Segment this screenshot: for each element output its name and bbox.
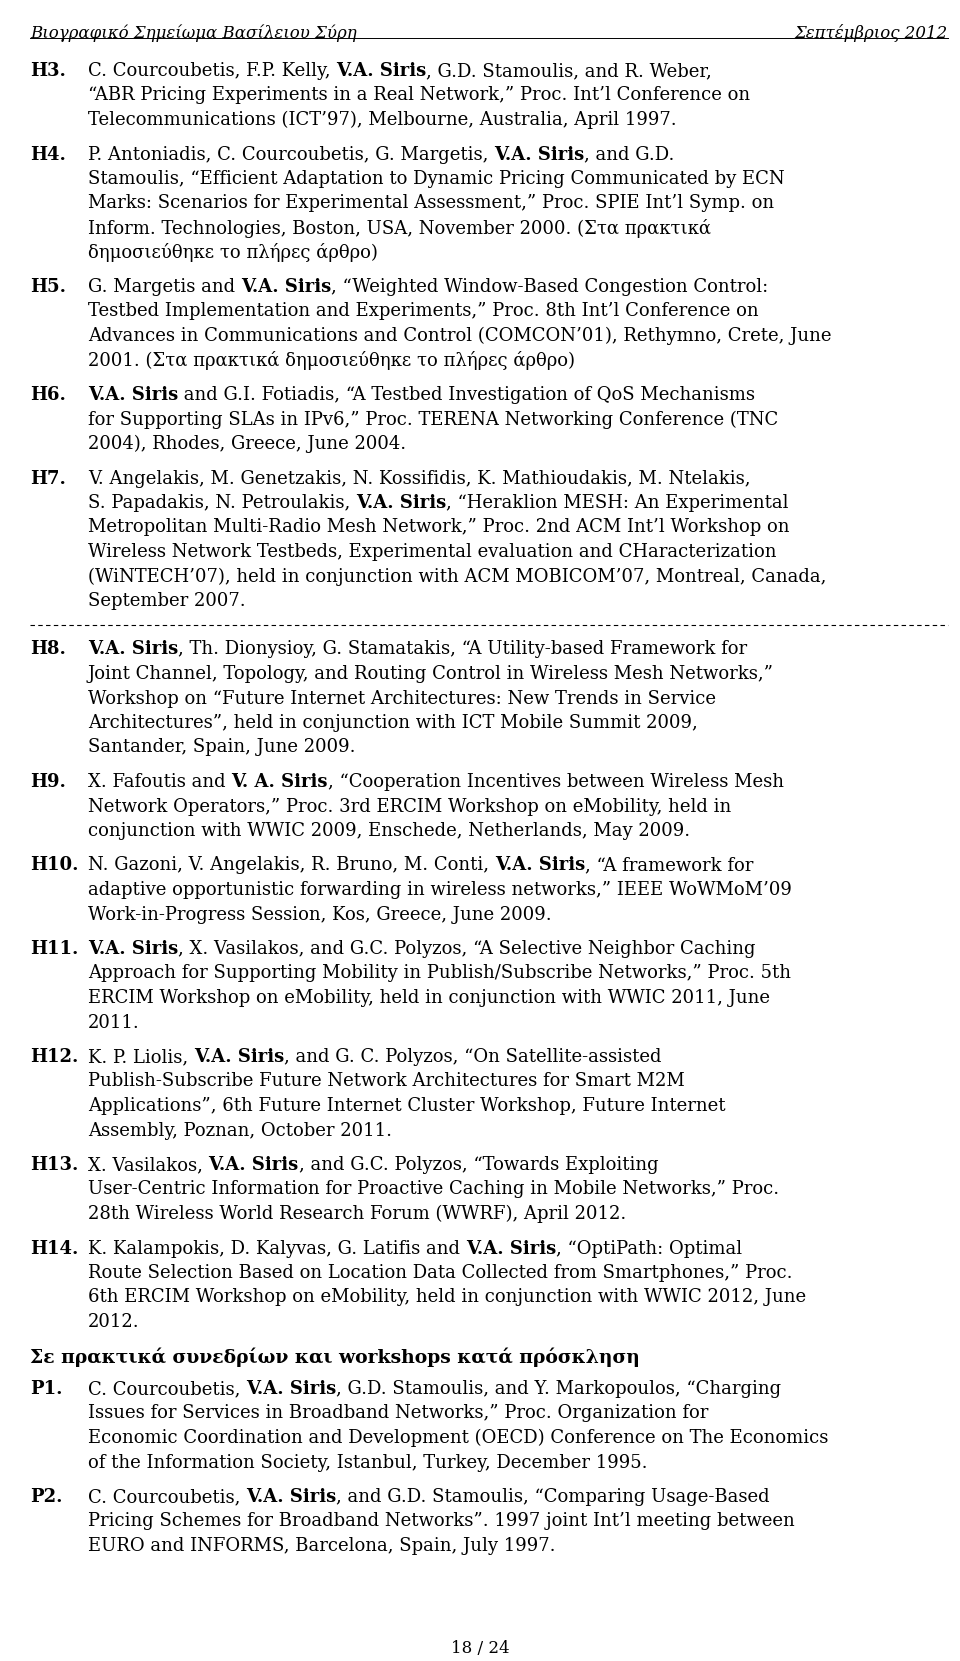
Text: Inform. Technologies, Boston, USA, November 2000. (Στα πρακτικά: Inform. Technologies, Boston, USA, Novem… [88, 219, 711, 238]
Text: N. Gazoni, V. Angelakis, R. Bruno, M. Conti,: N. Gazoni, V. Angelakis, R. Bruno, M. Co… [88, 857, 494, 874]
Text: 18 / 24: 18 / 24 [450, 1639, 510, 1658]
Text: , “OptiPath: Optimal: , “OptiPath: Optimal [556, 1239, 742, 1257]
Text: User-Centric Information for Proactive Caching in Mobile Networks,” Proc.: User-Centric Information for Proactive C… [88, 1181, 780, 1199]
Text: Βιογραφικό Σημείωμα Βασίλειου Σύρη: Βιογραφικό Σημείωμα Βασίλειου Σύρη [30, 23, 357, 42]
Text: Stamoulis, “Efficient Adaptation to Dynamic Pricing Communicated by ECN: Stamoulis, “Efficient Adaptation to Dyna… [88, 169, 784, 188]
Text: , and G. C. Polyzos, “On Satellite-assisted: , and G. C. Polyzos, “On Satellite-assis… [284, 1048, 661, 1066]
Text: V.A. Siris: V.A. Siris [494, 146, 585, 163]
Text: Santander, Spain, June 2009.: Santander, Spain, June 2009. [88, 739, 355, 756]
Text: , “A framework for: , “A framework for [585, 857, 754, 874]
Text: Approach for Supporting Mobility in Publish/Subscribe Networks,” Proc. 5th: Approach for Supporting Mobility in Publ… [88, 965, 791, 983]
Text: for Supporting SLAs in IPv6,” Proc. TERENA Networking Conference (TNC: for Supporting SLAs in IPv6,” Proc. TERE… [88, 410, 779, 429]
Text: V.A. Siris: V.A. Siris [88, 641, 179, 658]
Text: V.A. Siris: V.A. Siris [208, 1156, 299, 1174]
Text: , “Cooperation Incentives between Wireless Mesh: , “Cooperation Incentives between Wirele… [328, 772, 784, 791]
Text: Work-in-Progress Session, Kos, Greece, June 2009.: Work-in-Progress Session, Kos, Greece, J… [88, 905, 552, 924]
Text: P1.: P1. [30, 1380, 62, 1399]
Text: , and G.D.: , and G.D. [585, 146, 675, 163]
Text: δημοσιεύθηκε το πλήρες άρθρο): δημοσιεύθηκε το πλήρες άρθρο) [88, 244, 378, 262]
Text: Workshop on “Future Internet Architectures: New Trends in Service: Workshop on “Future Internet Architectur… [88, 689, 716, 708]
Text: H8.: H8. [30, 641, 66, 658]
Text: Publish-Subscribe Future Network Architectures for Smart M2M: Publish-Subscribe Future Network Archite… [88, 1073, 684, 1091]
Text: conjunction with WWIC 2009, Enschede, Netherlands, May 2009.: conjunction with WWIC 2009, Enschede, Ne… [88, 822, 690, 840]
Text: H9.: H9. [30, 772, 66, 791]
Text: , and G.C. Polyzos, “Towards Exploiting: , and G.C. Polyzos, “Towards Exploiting [299, 1156, 659, 1174]
Text: V.A. Siris: V.A. Siris [246, 1488, 336, 1507]
Text: V.A. Siris: V.A. Siris [466, 1239, 556, 1257]
Text: S. Papadakis, N. Petroulakis,: S. Papadakis, N. Petroulakis, [88, 493, 356, 512]
Text: C. Courcoubetis,: C. Courcoubetis, [88, 1488, 246, 1507]
Text: , G.D. Stamoulis, and Y. Markopoulos, “Charging: , G.D. Stamoulis, and Y. Markopoulos, “C… [336, 1380, 781, 1399]
Text: , G.D. Stamoulis, and R. Weber,: , G.D. Stamoulis, and R. Weber, [426, 61, 712, 80]
Text: ERCIM Workshop on eMobility, held in conjunction with WWIC 2011, June: ERCIM Workshop on eMobility, held in con… [88, 988, 770, 1007]
Text: 2011.: 2011. [88, 1013, 140, 1031]
Text: H6.: H6. [30, 385, 66, 404]
Text: P2.: P2. [30, 1488, 62, 1507]
Text: K. P. Liolis,: K. P. Liolis, [88, 1048, 194, 1066]
Text: Assembly, Poznan, October 2011.: Assembly, Poznan, October 2011. [88, 1121, 392, 1139]
Text: K. Kalampokis, D. Kalyvas, G. Latifis and: K. Kalampokis, D. Kalyvas, G. Latifis an… [88, 1239, 466, 1257]
Text: Joint Channel, Topology, and Routing Control in Wireless Mesh Networks,”: Joint Channel, Topology, and Routing Con… [88, 664, 774, 683]
Text: Network Operators,” Proc. 3rd ERCIM Workshop on eMobility, held in: Network Operators,” Proc. 3rd ERCIM Work… [88, 797, 732, 816]
Text: and G.I. Fotiadis, “A Testbed Investigation of QoS Mechanisms: and G.I. Fotiadis, “A Testbed Investigat… [179, 385, 756, 404]
Text: V.A. Siris: V.A. Siris [356, 493, 446, 512]
Text: H14.: H14. [30, 1239, 79, 1257]
Text: X. Vasilakos,: X. Vasilakos, [88, 1156, 208, 1174]
Text: 2012.: 2012. [88, 1312, 139, 1330]
Text: V. A. Siris: V. A. Siris [231, 772, 328, 791]
Text: V.A. Siris: V.A. Siris [494, 857, 585, 874]
Text: H5.: H5. [30, 277, 66, 296]
Text: Marks: Scenarios for Experimental Assessment,” Proc. SPIE Int’l Symp. on: Marks: Scenarios for Experimental Assess… [88, 194, 774, 213]
Text: Pricing Schemes for Broadband Networks”. 1997 joint Int’l meeting between: Pricing Schemes for Broadband Networks”.… [88, 1513, 795, 1530]
Text: , “Weighted Window-Based Congestion Control:: , “Weighted Window-Based Congestion Cont… [331, 277, 768, 296]
Text: P. Antoniadis, C. Courcoubetis, G. Margetis,: P. Antoniadis, C. Courcoubetis, G. Marge… [88, 146, 494, 163]
Text: (WiNTECH’07), held in conjunction with ACM MOBICOM’07, Montreal, Canada,: (WiNTECH’07), held in conjunction with A… [88, 568, 827, 586]
Text: H13.: H13. [30, 1156, 79, 1174]
Text: C. Courcoubetis,: C. Courcoubetis, [88, 1380, 246, 1399]
Text: H4.: H4. [30, 146, 66, 163]
Text: V.A. Siris: V.A. Siris [194, 1048, 284, 1066]
Text: Applications”, 6th Future Internet Cluster Workshop, Future Internet: Applications”, 6th Future Internet Clust… [88, 1096, 726, 1115]
Text: “ABR Pricing Experiments in a Real Network,” Proc. Int’l Conference on: “ABR Pricing Experiments in a Real Netwo… [88, 86, 750, 105]
Text: V.A. Siris: V.A. Siris [336, 61, 426, 80]
Text: Advances in Communications and Control (COMCON’01), Rethymno, Crete, June: Advances in Communications and Control (… [88, 327, 831, 345]
Text: adaptive opportunistic forwarding in wireless networks,” IEEE WoWMoM’09: adaptive opportunistic forwarding in wir… [88, 880, 792, 899]
Text: V. Angelakis, M. Genetzakis, N. Kossifidis, K. Mathioudakis, M. Ntelakis,: V. Angelakis, M. Genetzakis, N. Kossifid… [88, 470, 751, 487]
Text: Architectures”, held in conjunction with ICT Mobile Summit 2009,: Architectures”, held in conjunction with… [88, 714, 698, 733]
Text: , “Heraklion MESH: An Experimental: , “Heraklion MESH: An Experimental [446, 493, 789, 512]
Text: H12.: H12. [30, 1048, 79, 1066]
Text: V.A. Siris: V.A. Siris [88, 940, 179, 958]
Text: , and G.D. Stamoulis, “Comparing Usage-Based: , and G.D. Stamoulis, “Comparing Usage-B… [336, 1488, 770, 1507]
Text: Metropolitan Multi-Radio Mesh Network,” Proc. 2nd ACM Int’l Workshop on: Metropolitan Multi-Radio Mesh Network,” … [88, 518, 789, 537]
Text: Wireless Network Testbeds, Experimental evaluation and CHaracterization: Wireless Network Testbeds, Experimental … [88, 543, 777, 561]
Text: , X. Vasilakos, and G.C. Polyzos, “A Selective Neighbor Caching: , X. Vasilakos, and G.C. Polyzos, “A Sel… [179, 940, 756, 958]
Text: H10.: H10. [30, 857, 79, 874]
Text: Economic Coordination and Development (OECD) Conference on The Economics: Economic Coordination and Development (O… [88, 1428, 828, 1447]
Text: V.A. Siris: V.A. Siris [88, 385, 179, 404]
Text: H7.: H7. [30, 470, 66, 487]
Text: Route Selection Based on Location Data Collected from Smartphones,” Proc.: Route Selection Based on Location Data C… [88, 1264, 793, 1282]
Text: 2001. (Στα πρακτικά δημοσιεύθηκε το πλήρες άρθρο): 2001. (Στα πρακτικά δημοσιεύθηκε το πλήρ… [88, 352, 575, 370]
Text: X. Fafoutis and: X. Fafoutis and [88, 772, 231, 791]
Text: Telecommunications (ICT’97), Melbourne, Australia, April 1997.: Telecommunications (ICT’97), Melbourne, … [88, 111, 677, 130]
Text: 6th ERCIM Workshop on eMobility, held in conjunction with WWIC 2012, June: 6th ERCIM Workshop on eMobility, held in… [88, 1289, 806, 1307]
Text: Testbed Implementation and Experiments,” Proc. 8th Int’l Conference on: Testbed Implementation and Experiments,”… [88, 302, 758, 321]
Text: H3.: H3. [30, 61, 66, 80]
Text: H11.: H11. [30, 940, 79, 958]
Text: G. Margetis and: G. Margetis and [88, 277, 241, 296]
Text: V.A. Siris: V.A. Siris [246, 1380, 336, 1399]
Text: Σεπτέμβριος 2012: Σεπτέμβριος 2012 [795, 23, 948, 42]
Text: 2004), Rhodes, Greece, June 2004.: 2004), Rhodes, Greece, June 2004. [88, 435, 406, 453]
Text: Issues for Services in Broadband Networks,” Proc. Organization for: Issues for Services in Broadband Network… [88, 1405, 708, 1422]
Text: EURO and INFORMS, Barcelona, Spain, July 1997.: EURO and INFORMS, Barcelona, Spain, July… [88, 1536, 556, 1555]
Text: September 2007.: September 2007. [88, 591, 246, 610]
Text: of the Information Society, Istanbul, Turkey, December 1995.: of the Information Society, Istanbul, Tu… [88, 1453, 647, 1472]
Text: V.A. Siris: V.A. Siris [241, 277, 331, 296]
Text: C. Courcoubetis, F.P. Kelly,: C. Courcoubetis, F.P. Kelly, [88, 61, 336, 80]
Text: , Th. Dionysioy, G. Stamatakis, “A Utility-based Framework for: , Th. Dionysioy, G. Stamatakis, “A Utili… [179, 641, 748, 658]
Text: Σε πρακτικά συνεδρίων και workshops κατά πρόσκληση: Σε πρακτικά συνεδρίων και workshops κατά… [30, 1347, 640, 1367]
Text: 28th Wireless World Research Forum (WWRF), April 2012.: 28th Wireless World Research Forum (WWRF… [88, 1204, 626, 1222]
